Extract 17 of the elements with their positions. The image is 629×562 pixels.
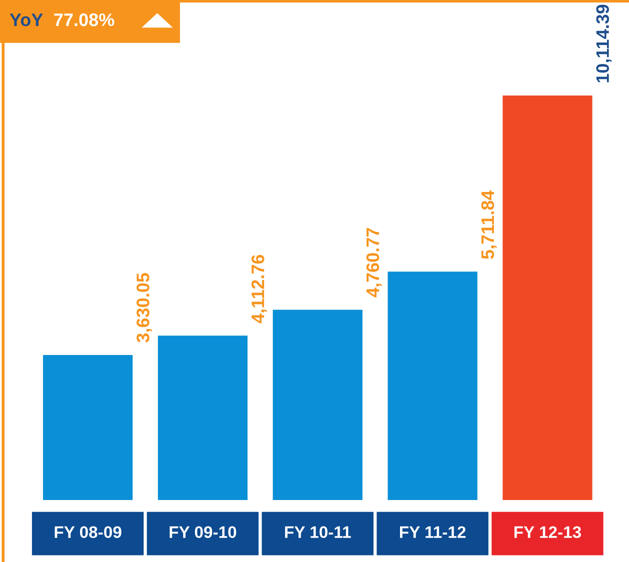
data-label: 10,114.39 [596,4,612,82]
data-label: 4,112.76 [251,254,267,324]
text: YoY [10,14,43,26]
bar [502,96,592,500]
bar [272,310,362,500]
x-tick-label: FY 12-13 [514,526,582,538]
bar [43,354,133,500]
data-label: 4,760.77 [366,228,382,298]
bar [388,272,478,500]
x-tick-label: FY 08-09 [54,526,122,538]
data-label: 5,711.84 [481,190,497,259]
data-label: 3,630.05 [136,273,152,342]
x-tick-label: FY 11-12 [400,526,466,538]
text: 77.08% [54,13,114,26]
x-tick-label: FY 09-10 [170,526,236,538]
x-tick-label: FY 10-11 [285,526,351,538]
bar [158,336,248,500]
